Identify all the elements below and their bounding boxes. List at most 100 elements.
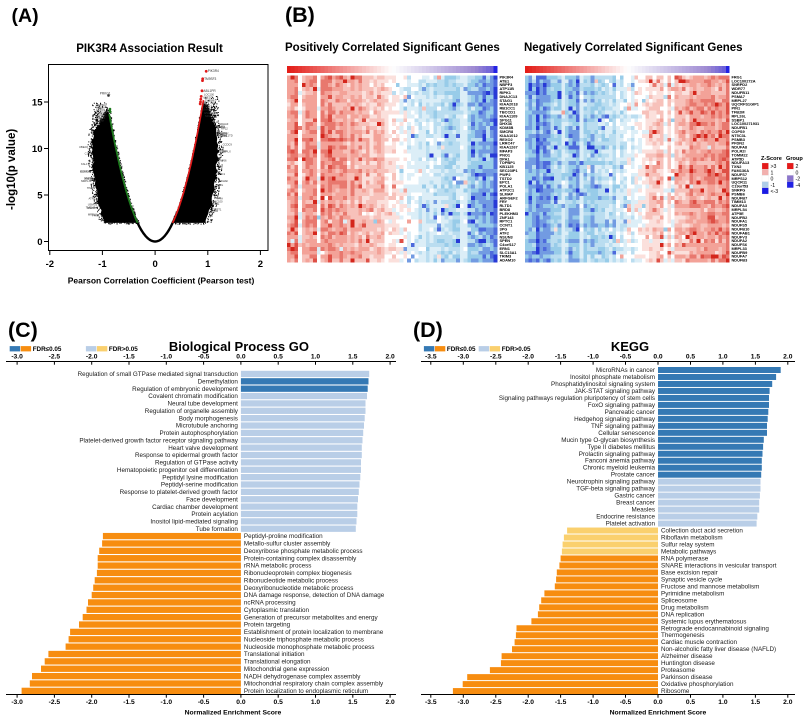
svg-text:1.0: 1.0 — [311, 699, 321, 706]
svg-text:POLR2: POLR2 — [216, 125, 225, 129]
svg-text:CCDC9: CCDC9 — [203, 105, 213, 109]
svg-text:MRPLX: MRPLX — [88, 213, 97, 217]
svg-text:FRY: FRY — [500, 199, 508, 204]
svg-text:SNRPA: SNRPA — [84, 176, 93, 180]
svg-text:FDR≤0.05: FDR≤0.05 — [33, 346, 62, 353]
svg-text:3PG: 3PG — [500, 227, 508, 232]
svg-text:1.5: 1.5 — [348, 699, 358, 706]
svg-text:USMG: USMG — [215, 183, 223, 187]
svg-text:1.5: 1.5 — [751, 699, 761, 706]
svg-text:ATP5E: ATP5E — [732, 211, 745, 216]
svg-text:Neural tube development: Neural tube development — [168, 401, 239, 408]
svg-text:NDUFS5: NDUFS5 — [732, 223, 748, 228]
svg-text:Deoxyribose phosphate metaboli: Deoxyribose phosphate metabolic process — [244, 548, 363, 555]
svg-text:LOC100: LOC100 — [204, 92, 215, 96]
svg-text:MicroRNAs in cancer: MicroRNAs in cancer — [596, 367, 655, 374]
svg-text:DNAJC13: DNAJC13 — [500, 94, 519, 99]
svg-text:Platelet activation: Platelet activation — [606, 521, 656, 528]
svg-text:FDR>0.05: FDR>0.05 — [109, 346, 138, 353]
svg-text:0.0: 0.0 — [653, 699, 663, 706]
svg-text:Generation of precursor metabo: Generation of precursor metabolites and … — [244, 614, 379, 621]
svg-text:Phosphatidylinositol signaling: Phosphatidylinositol signaling system — [551, 381, 655, 388]
svg-text:RB1CC1: RB1CC1 — [500, 106, 516, 111]
svg-text:SDHAF: SDHAF — [219, 179, 228, 183]
svg-text:0: 0 — [796, 170, 799, 176]
svg-text:NBPF3: NBPF3 — [500, 82, 514, 87]
svg-text:Body morphogenesis: Body morphogenesis — [179, 415, 238, 422]
svg-text:ABL1PR: ABL1PR — [204, 89, 217, 93]
svg-text:Protein-containing complex dis: Protein-containing complex disassembly — [244, 555, 357, 562]
svg-text:Normalized Enrichment Score: Normalized Enrichment Score — [185, 710, 282, 717]
svg-text:Nucleoside monophosphate metab: Nucleoside monophosphate metabolic proce… — [244, 644, 375, 651]
svg-text:RNA polymerase: RNA polymerase — [661, 555, 709, 562]
svg-text:Riboflavin metabolism: Riboflavin metabolism — [661, 535, 723, 542]
svg-text:USMG5: USMG5 — [96, 116, 106, 120]
svg-text:NDUFS6: NDUFS6 — [732, 242, 748, 247]
svg-text:2: 2 — [258, 259, 263, 270]
svg-text:2.0: 2.0 — [783, 353, 793, 360]
svg-text:FRG1: FRG1 — [732, 74, 743, 79]
svg-text:MRPL27: MRPL27 — [732, 98, 747, 103]
svg-text:PPIA: PPIA — [217, 197, 223, 201]
svg-text:TNF signaling pathway: TNF signaling pathway — [591, 423, 656, 430]
svg-text:1: 1 — [771, 170, 774, 176]
svg-text:Chronic myeloid leukemia: Chronic myeloid leukemia — [583, 465, 656, 472]
svg-text:C4orf117: C4orf117 — [500, 242, 516, 247]
svg-text:Response to platelet-derived g: Response to platelet-derived growth fact… — [120, 489, 238, 496]
svg-text:-1.0: -1.0 — [587, 699, 599, 706]
svg-text:Pearson Correlation Coefficien: Pearson Correlation Coefficient (Pearson… — [68, 276, 255, 286]
svg-text:-2.0: -2.0 — [86, 699, 98, 706]
svg-text:10: 10 — [32, 144, 43, 155]
svg-text:Alzheimer disease: Alzheimer disease — [661, 653, 713, 660]
svg-text:Cardiac muscle contraction: Cardiac muscle contraction — [661, 639, 737, 646]
svg-text:Regulation of embryonic develo: Regulation of embryonic development — [132, 386, 238, 393]
svg-text:Mitochondrial gene expression: Mitochondrial gene expression — [244, 666, 330, 673]
svg-text:15: 15 — [32, 97, 43, 108]
svg-text:NDUFA13: NDUFA13 — [732, 160, 751, 165]
svg-text:-2.0: -2.0 — [522, 699, 534, 706]
svg-text:TMEM8: TMEM8 — [205, 99, 215, 103]
svg-text:NDUFB11: NDUFB11 — [732, 90, 751, 95]
svg-text:CCDC9: CCDC9 — [223, 143, 233, 147]
svg-text:WDR77: WDR77 — [732, 86, 746, 91]
svg-text:LOC100: LOC100 — [213, 199, 224, 203]
svg-text:Huntington disease: Huntington disease — [661, 660, 715, 667]
svg-text:PRKG1: PRKG1 — [100, 92, 111, 96]
svg-text:Deoxyribonucleotide metabolic: Deoxyribonucleotide metabolic process — [244, 585, 354, 592]
svg-text:PWP2: PWP2 — [500, 172, 512, 177]
svg-text:(D): (D) — [413, 318, 443, 342]
svg-text:UQCRFS1GIP1: UQCRFS1GIP1 — [732, 102, 760, 107]
svg-text:Pancreatic cancer: Pancreatic cancer — [605, 409, 655, 416]
svg-text:Heart valve development: Heart valve development — [168, 445, 238, 452]
svg-text:POLR: POLR — [211, 209, 218, 213]
svg-text:GSJUTY: GSJUTY — [204, 111, 215, 115]
svg-text:Non-alcoholic fatty liver dise: Non-alcoholic fatty liver disease (NAFLD… — [661, 646, 776, 653]
svg-text:FAM136A: FAM136A — [732, 168, 750, 173]
svg-text:Translational elongation: Translational elongation — [244, 659, 311, 666]
svg-text:POLR2I: POLR2I — [732, 149, 746, 154]
svg-text:0.0: 0.0 — [236, 699, 246, 706]
svg-text:SNRPD2: SNRPD2 — [732, 82, 749, 87]
svg-text:BRD8: BRD8 — [500, 207, 511, 212]
svg-text:RPTC1: RPTC1 — [500, 219, 514, 224]
svg-text:Covalent chromatin modificatio: Covalent chromatin modification — [148, 393, 238, 400]
svg-text:STAG1: STAG1 — [500, 98, 514, 103]
svg-text:Hedgehog signaling pathway: Hedgehog signaling pathway — [574, 416, 656, 423]
svg-text:C19orf53: C19orf53 — [732, 184, 749, 189]
svg-text:Systemic lupus erythematosus: Systemic lupus erythematosus — [661, 618, 746, 625]
svg-text:Inositol lipid-mediated signal: Inositol lipid-mediated signaling — [150, 519, 238, 526]
svg-text:Gastric cancer: Gastric cancer — [614, 493, 655, 500]
svg-text:-2.5: -2.5 — [490, 353, 502, 360]
svg-text:FDR≤0.05: FDR≤0.05 — [447, 346, 476, 353]
svg-text:KB1125: KB1125 — [500, 164, 515, 169]
svg-text:-1.5: -1.5 — [555, 353, 567, 360]
svg-text:5: 5 — [37, 190, 43, 201]
svg-text:Demethylation: Demethylation — [198, 378, 239, 385]
svg-text:LOC1: LOC1 — [218, 172, 226, 176]
svg-text:PIK3R4: PIK3R4 — [208, 69, 219, 73]
svg-text:PIN1: PIN1 — [732, 106, 741, 111]
svg-text:PSMB3: PSMB3 — [732, 137, 746, 142]
svg-text:C14or: C14or — [97, 119, 104, 123]
svg-text:Spliceosome: Spliceosome — [661, 597, 698, 604]
svg-text:-2: -2 — [46, 259, 54, 270]
